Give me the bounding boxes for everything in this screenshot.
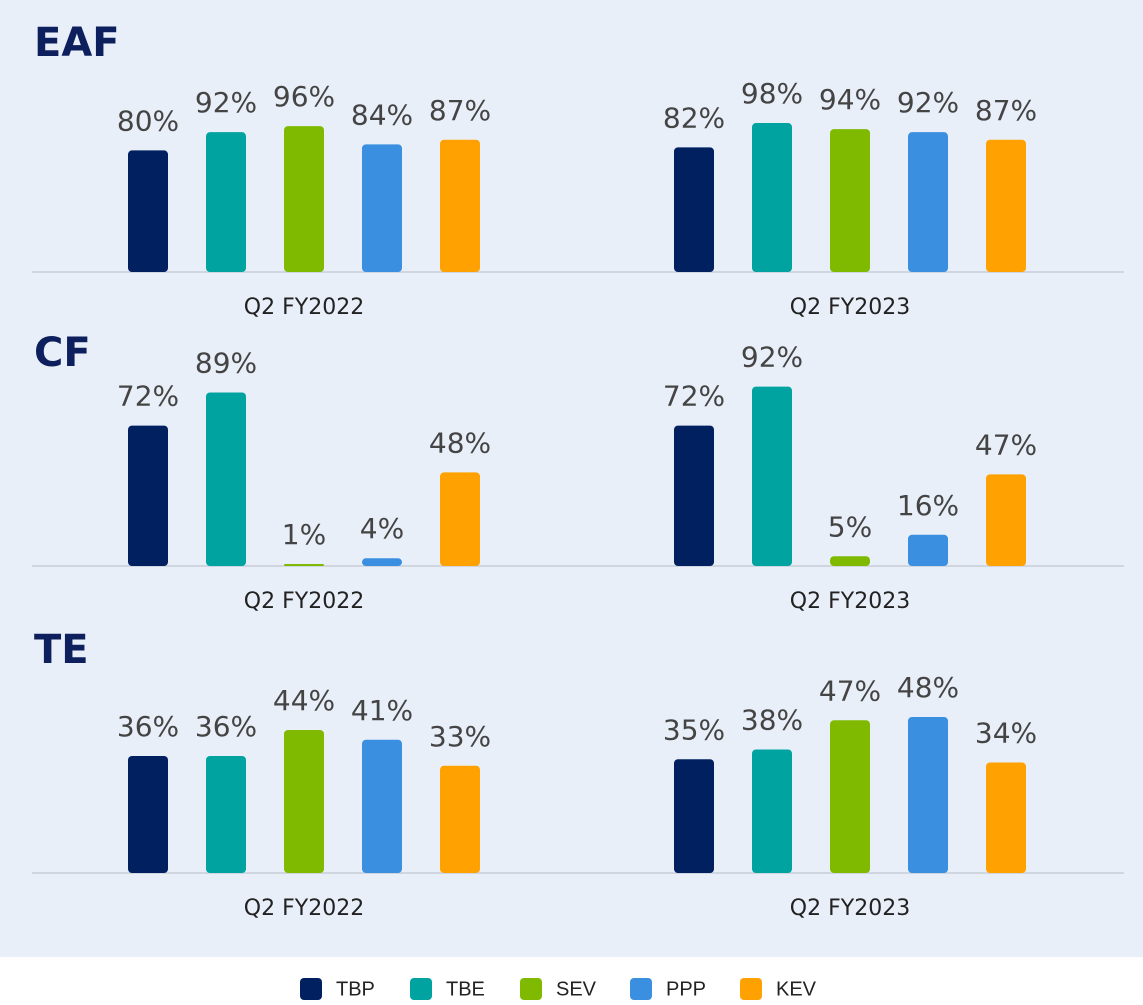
value-label: 94%	[819, 83, 881, 116]
bar	[206, 392, 246, 566]
legend-label: TBE	[446, 978, 485, 1000]
value-label: 47%	[975, 428, 1037, 461]
bar	[206, 756, 246, 873]
value-label: 33%	[429, 720, 491, 753]
value-label: 5%	[828, 510, 872, 543]
bar	[128, 150, 168, 272]
value-label: 36%	[117, 710, 179, 743]
category-label: Q2 FY2022	[244, 589, 364, 614]
panel	[0, 0, 1143, 957]
value-label: 84%	[351, 98, 413, 131]
chart-title: EAF	[34, 20, 120, 66]
bar	[830, 129, 870, 272]
bar	[362, 144, 402, 272]
chart-title: TE	[34, 627, 89, 673]
chart-title: CF	[34, 330, 91, 376]
category-label: Q2 FY2023	[790, 589, 910, 614]
legend-swatch	[630, 978, 652, 1000]
bar	[284, 730, 324, 873]
bar	[908, 132, 948, 272]
value-label: 48%	[429, 426, 491, 459]
bar	[830, 556, 870, 566]
bar	[986, 762, 1026, 873]
bar	[752, 386, 792, 566]
bar	[440, 472, 480, 566]
value-label: 41%	[351, 694, 413, 727]
bar	[440, 765, 480, 873]
bar	[128, 425, 168, 566]
value-label: 4%	[360, 512, 404, 545]
value-label: 38%	[741, 704, 803, 737]
value-label: 87%	[429, 94, 491, 127]
value-label: 87%	[975, 94, 1037, 127]
value-label: 72%	[117, 380, 179, 413]
bar	[362, 739, 402, 873]
category-label: Q2 FY2023	[790, 295, 910, 320]
bar	[752, 749, 792, 873]
value-label: 92%	[741, 341, 803, 374]
value-label: 47%	[819, 674, 881, 707]
bar	[128, 756, 168, 873]
value-label: 34%	[975, 717, 1037, 750]
bar	[284, 564, 324, 566]
bar	[830, 720, 870, 873]
value-label: 98%	[741, 77, 803, 110]
bar	[362, 558, 402, 566]
value-label: 82%	[663, 101, 725, 134]
value-label: 80%	[117, 104, 179, 137]
bar	[986, 139, 1026, 272]
value-label: 35%	[663, 713, 725, 746]
category-label: Q2 FY2023	[790, 896, 910, 921]
bar	[908, 534, 948, 566]
category-label: Q2 FY2022	[244, 896, 364, 921]
value-label: 92%	[897, 86, 959, 119]
value-label: 44%	[273, 684, 335, 717]
bar	[674, 759, 714, 873]
value-label: 96%	[273, 80, 335, 113]
category-label: Q2 FY2022	[244, 295, 364, 320]
legend-label: TBP	[336, 978, 375, 1000]
value-label: 16%	[897, 489, 959, 522]
bar	[986, 474, 1026, 566]
legend-swatch	[520, 978, 542, 1000]
bar	[440, 139, 480, 272]
value-label: 89%	[195, 346, 257, 379]
value-label: 72%	[663, 380, 725, 413]
legend-swatch	[300, 978, 322, 1000]
bar	[284, 126, 324, 272]
legend-label: PPP	[666, 978, 706, 1000]
value-label: 48%	[897, 671, 959, 704]
legend-label: SEV	[556, 978, 597, 1000]
value-label: 92%	[195, 86, 257, 119]
bar	[752, 123, 792, 272]
bar	[674, 425, 714, 566]
bar	[674, 147, 714, 272]
legend-label: KEV	[776, 978, 817, 1000]
bar	[908, 717, 948, 873]
value-label: 36%	[195, 710, 257, 743]
legend-swatch	[410, 978, 432, 1000]
bar	[206, 132, 246, 272]
legend-swatch	[740, 978, 762, 1000]
value-label: 1%	[282, 518, 326, 551]
